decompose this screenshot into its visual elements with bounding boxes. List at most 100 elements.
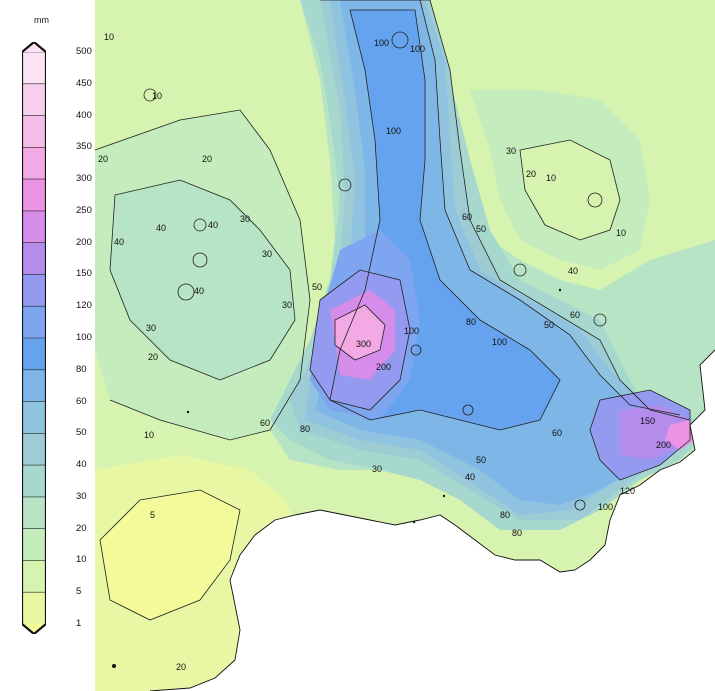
contour-local-max: [587, 192, 603, 208]
contour-label: 80: [466, 317, 476, 327]
legend-cell: [22, 83, 46, 117]
contour-label: 40: [568, 266, 578, 276]
legend-value-label: 250: [76, 204, 92, 216]
contour-30-west: [109, 179, 296, 381]
station-dot: [186, 410, 190, 414]
contour-label: 60: [462, 212, 472, 222]
contour-local-max: [513, 263, 527, 277]
contour-label: 60: [552, 428, 562, 438]
band-200-east: [620, 405, 690, 460]
legend-cell: [22, 242, 46, 275]
contour-label: 20: [526, 169, 536, 179]
contour-150: [309, 269, 411, 411]
contour-local-max: [338, 178, 352, 192]
contour-5: [99, 489, 241, 621]
legend-cell: [22, 179, 46, 212]
legend-value-label: 20: [76, 522, 87, 534]
station-dot: [412, 520, 416, 524]
contour-local-max: [410, 344, 422, 356]
legend-value-label: 30: [76, 490, 87, 502]
band-1: [100, 490, 240, 620]
contour-150-east: [589, 389, 691, 481]
legend-value-label: 400: [76, 109, 92, 121]
contour-label: 30: [262, 249, 272, 259]
legend-value-label: 450: [76, 77, 92, 89]
contour-50: [320, 0, 691, 421]
legend-top-arrow: [22, 42, 46, 52]
legend-cells: [22, 42, 46, 634]
station-dot: [112, 664, 116, 668]
legend-cell: [22, 369, 46, 403]
contour-label: 100: [374, 38, 389, 48]
band-350: [335, 305, 385, 360]
contour-label: 10: [144, 430, 154, 440]
band-10-east: [520, 140, 620, 240]
legend-value-label: 5: [76, 586, 82, 598]
contour-local-max: [593, 313, 607, 327]
contour-label: 20: [98, 154, 108, 164]
contour-label: 80: [500, 510, 510, 520]
contour-label: 50: [312, 282, 322, 292]
contour-label: 10: [152, 91, 162, 101]
contour-lines: [94, 0, 691, 621]
contour-label: 100: [598, 502, 613, 512]
contour-label: 100: [410, 44, 425, 54]
legend-value-label: 120: [76, 300, 92, 312]
contour-label: 100: [386, 126, 401, 136]
legend-cell: [22, 306, 46, 339]
contour-label: 100: [492, 337, 507, 347]
legend-cell: [22, 433, 46, 466]
legend-cell: [22, 496, 46, 530]
legend-unit: mm: [34, 15, 49, 25]
contour-label: 20: [202, 154, 212, 164]
contour-label: 30: [240, 214, 250, 224]
contour-label: 150: [640, 416, 655, 426]
legend-value-label: 350: [76, 141, 92, 153]
coastline: [149, 349, 715, 691]
contour-label: 50: [544, 320, 554, 330]
contour-label: 200: [656, 440, 671, 450]
contour-300: [334, 304, 386, 361]
legend-cell: [22, 115, 46, 148]
contour-local-max: [574, 499, 586, 511]
contour-label: 10: [546, 173, 556, 183]
contour-label: 80: [512, 528, 522, 538]
contour-label: 200: [376, 362, 391, 372]
contour-100: [329, 9, 561, 431]
legend-value-label: 50: [76, 427, 87, 439]
contour-label: 80: [300, 424, 310, 434]
contour-label: 300: [356, 339, 371, 349]
contour-label: 40: [194, 286, 204, 296]
legend-value-label: 40: [76, 459, 87, 471]
legend: mm 500 450 400 350 300 250 200 150 120 100 80 60 50 4…: [8, 8, 94, 644]
contour-label: 20: [148, 352, 158, 362]
legend-cell: [22, 338, 46, 371]
legend-cell: [22, 528, 46, 561]
contour-10-east: [519, 139, 621, 241]
contour-label: 30: [506, 146, 516, 156]
contour-local-max: [192, 252, 208, 268]
legend-value-label: 60: [76, 395, 87, 407]
contour-labels: 10 10 20 20 20 30 30 30 30 30 40 40 40 4…: [98, 32, 671, 672]
legend-value-label: 200: [76, 236, 92, 248]
legend-value-label: 1: [76, 618, 82, 629]
legend-bottom-arrow: [22, 624, 46, 634]
contour-label: 60: [570, 310, 580, 320]
contour-label: 10: [616, 228, 626, 238]
contour-80: [340, 0, 681, 416]
legend-cell: [22, 52, 46, 85]
contour-label: 50: [476, 224, 486, 234]
legend-cell: [22, 592, 46, 625]
legend-cell: [22, 274, 46, 307]
contour-20: [94, 109, 311, 441]
contour-local-max: [143, 88, 157, 102]
contour-local-max: [462, 404, 474, 416]
legend-color-bar: [22, 42, 46, 634]
contour-label: 40: [208, 220, 218, 230]
contour-label: 50: [476, 455, 486, 465]
contour-label: 20: [176, 662, 186, 672]
contour-label: 30: [146, 323, 156, 333]
contour-label: 40: [156, 223, 166, 233]
